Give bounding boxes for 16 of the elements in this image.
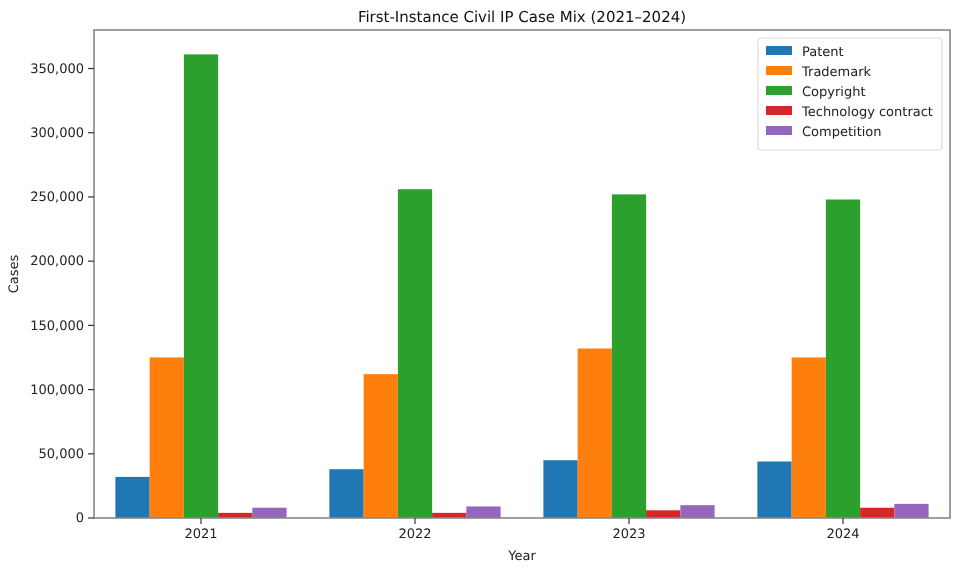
bar xyxy=(611,194,647,518)
bar xyxy=(149,357,184,518)
bar xyxy=(466,506,501,518)
bar xyxy=(757,461,792,518)
bar xyxy=(577,348,612,518)
bar xyxy=(646,510,681,518)
bar xyxy=(397,189,433,518)
bar xyxy=(363,374,398,518)
bar xyxy=(791,357,826,518)
bar xyxy=(329,469,364,518)
bar xyxy=(183,54,219,518)
bar xyxy=(825,199,861,518)
bar xyxy=(543,460,578,518)
bar xyxy=(680,505,715,518)
bar xyxy=(894,503,929,518)
bar xyxy=(115,476,150,518)
